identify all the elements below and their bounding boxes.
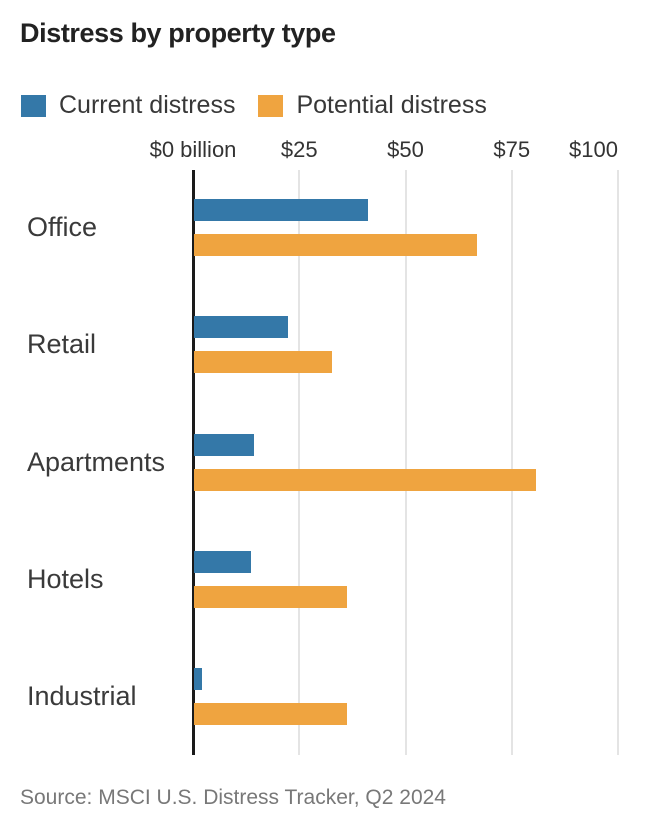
gridline: [510, 170, 513, 755]
legend-label-potential: Potential distress: [296, 91, 487, 119]
source-note: Source: MSCI U.S. Distress Tracker, Q2 2…: [20, 786, 446, 809]
legend-label-current: Current distress: [59, 91, 236, 119]
bar-current-office: [194, 199, 369, 221]
bar-current-apartments: [194, 433, 254, 456]
bar-potential-hotels: [194, 585, 347, 608]
bar-current-retail: [194, 316, 288, 339]
category-label: Industrial: [27, 681, 137, 712]
gridline: [404, 170, 407, 755]
legend-swatch-current-icon: [21, 94, 46, 117]
legend: Current distress Potential distress: [21, 91, 487, 120]
x-tick-label: $25: [280, 137, 318, 162]
x-tick-label: $100: [569, 137, 618, 162]
category-label: Office: [27, 211, 98, 242]
y-axis-line: [191, 170, 195, 755]
x-tick-label: $50: [387, 137, 424, 162]
bar-current-industrial: [194, 668, 202, 691]
category-label: Apartments: [27, 446, 166, 477]
bar-potential-apartments: [194, 468, 537, 491]
x-tick-label: $75: [493, 137, 531, 162]
bar-potential-retail: [194, 351, 333, 374]
bar-potential-industrial: [194, 703, 347, 726]
category-label: Retail: [27, 329, 97, 360]
gridline: [298, 170, 301, 755]
bar-potential-office: [194, 234, 477, 256]
legend-item-potential: Potential distress: [258, 91, 487, 120]
x-tick-label: $0 billion: [149, 137, 237, 162]
gridline: [617, 170, 619, 755]
chart-title: Distress by property type: [20, 18, 336, 48]
category-label: Hotels: [27, 563, 104, 594]
legend-swatch-potential-icon: [258, 94, 284, 117]
bar-current-hotels: [194, 550, 252, 573]
legend-item-current: Current distress: [21, 91, 235, 120]
